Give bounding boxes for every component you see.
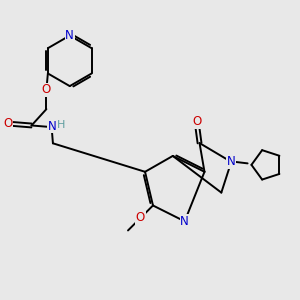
- Text: O: O: [136, 212, 145, 224]
- Text: O: O: [193, 115, 202, 128]
- Text: O: O: [3, 118, 13, 130]
- Text: N: N: [227, 155, 236, 168]
- Text: H: H: [57, 120, 65, 130]
- Text: O: O: [42, 83, 51, 96]
- Text: N: N: [180, 215, 189, 228]
- Text: N: N: [48, 120, 56, 133]
- Text: N: N: [65, 29, 74, 42]
